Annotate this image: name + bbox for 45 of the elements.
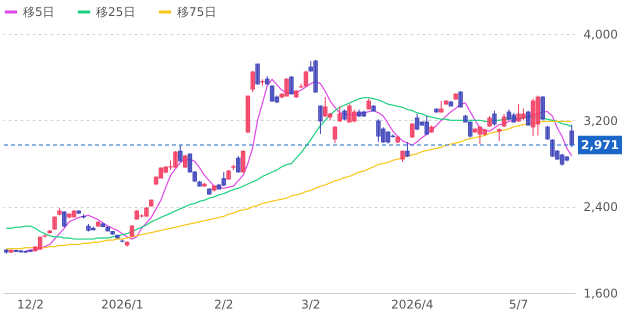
candlestick bbox=[255, 63, 260, 86]
x-tick-label: 12/2 bbox=[16, 298, 44, 312]
candlestick bbox=[492, 110, 497, 126]
candlestick bbox=[289, 76, 294, 95]
candlestick bbox=[332, 126, 338, 144]
line-series bbox=[6, 97, 572, 240]
candlestick bbox=[62, 210, 66, 228]
candlestick bbox=[487, 116, 492, 128]
candlestick bbox=[304, 70, 308, 88]
x-tick-label: 5/7 bbox=[508, 298, 528, 312]
candlestick bbox=[439, 100, 444, 114]
x-tick-label: 2026/1 bbox=[101, 298, 144, 312]
candlestick bbox=[545, 125, 550, 140]
candlestick bbox=[240, 150, 246, 174]
line-series bbox=[24, 78, 572, 252]
ref-line-label: 2,971 bbox=[581, 138, 619, 152]
legend-label: 移75日 bbox=[177, 5, 216, 19]
candlestick bbox=[182, 154, 188, 168]
candlestick bbox=[400, 150, 405, 162]
candlestick bbox=[342, 109, 347, 121]
candlestick bbox=[410, 122, 414, 138]
legend-label: 移5日 bbox=[23, 5, 55, 19]
candlestick bbox=[502, 113, 506, 128]
candlestick bbox=[178, 144, 182, 162]
candlestick bbox=[130, 224, 134, 238]
y-tick-label: 4,000 bbox=[584, 28, 618, 42]
candlestick bbox=[458, 90, 463, 108]
y-tick-label: 3,200 bbox=[584, 114, 618, 128]
candlestick bbox=[250, 70, 255, 93]
candlestick bbox=[405, 141, 410, 158]
y-tick-label: 2,400 bbox=[584, 200, 618, 214]
candlestick bbox=[236, 155, 240, 174]
candlestick bbox=[497, 128, 502, 142]
x-tick-label: 2/2 bbox=[214, 298, 234, 312]
x-tick-label: 3/2 bbox=[301, 298, 320, 312]
candlestick bbox=[338, 106, 342, 122]
line-series bbox=[6, 120, 572, 250]
candlestick bbox=[318, 104, 323, 135]
candlestick bbox=[526, 110, 530, 126]
y-tick-label: 1,600 bbox=[584, 286, 618, 300]
candlestick bbox=[540, 96, 545, 121]
legend-label: 移25日 bbox=[96, 5, 136, 19]
candlestick bbox=[52, 216, 57, 230]
x-tick-label: 2026/4 bbox=[391, 298, 434, 312]
candlestick bbox=[570, 124, 574, 148]
